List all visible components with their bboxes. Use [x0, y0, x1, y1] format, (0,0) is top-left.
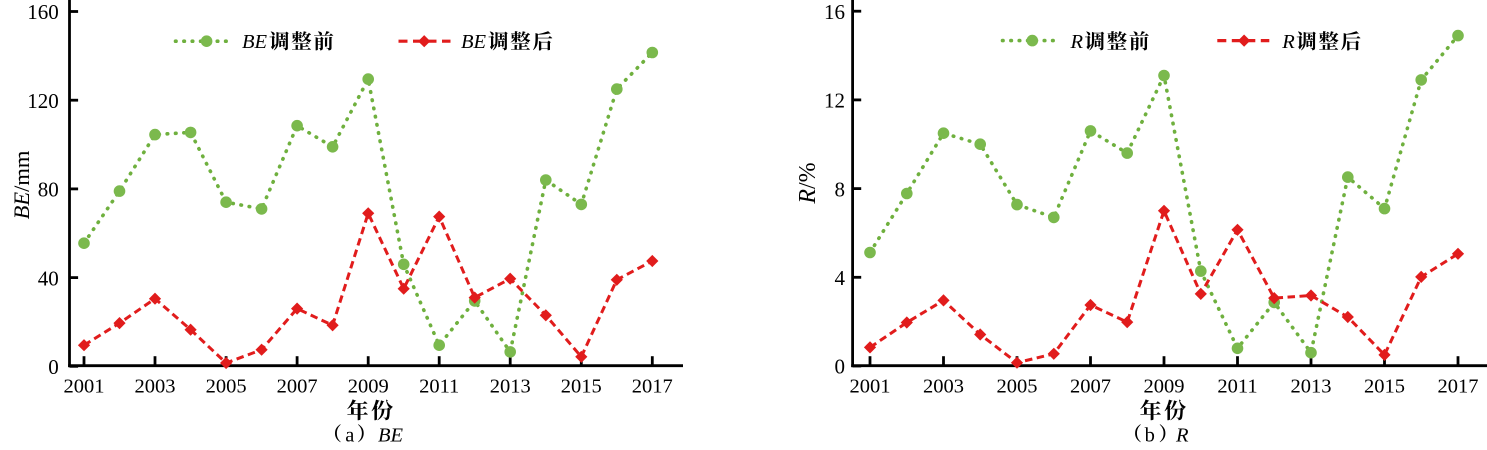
svg-text:4: 4 — [835, 266, 846, 290]
svg-text:2011: 2011 — [419, 375, 459, 397]
svg-text:R: R — [1070, 31, 1084, 53]
svg-text:a: a — [345, 425, 354, 446]
svg-text:40: 40 — [38, 266, 59, 290]
svg-text:0: 0 — [48, 355, 59, 379]
svg-text:2003: 2003 — [135, 375, 176, 397]
svg-text:R: R — [1175, 425, 1189, 446]
svg-text:2015: 2015 — [561, 375, 602, 397]
svg-text:2005: 2005 — [206, 375, 247, 397]
svg-text:0: 0 — [835, 355, 846, 379]
svg-text:160: 160 — [27, 0, 59, 24]
svg-text:BE: BE — [461, 31, 487, 53]
svg-text:2013: 2013 — [1291, 375, 1332, 397]
svg-text:2009: 2009 — [348, 375, 389, 397]
svg-text:BE: BE — [242, 31, 268, 53]
svg-text:8: 8 — [835, 177, 846, 201]
svg-text:120: 120 — [27, 89, 59, 113]
svg-text:2013: 2013 — [490, 375, 531, 397]
svg-text:b: b — [1145, 425, 1155, 446]
svg-text:2011: 2011 — [1217, 375, 1257, 397]
svg-text:BE: BE — [378, 425, 404, 446]
svg-text:2007: 2007 — [1070, 375, 1111, 397]
svg-text:80: 80 — [38, 178, 59, 202]
svg-text:2007: 2007 — [277, 375, 318, 397]
svg-text:12: 12 — [824, 89, 845, 113]
svg-text:2005: 2005 — [997, 375, 1038, 397]
svg-text:R/%: R/% — [795, 162, 821, 204]
svg-text:2001: 2001 — [64, 375, 105, 397]
svg-text:2017: 2017 — [632, 375, 673, 397]
svg-text:2009: 2009 — [1144, 375, 1185, 397]
svg-text:2001: 2001 — [850, 375, 891, 397]
svg-text:R: R — [1281, 31, 1295, 53]
svg-text:2003: 2003 — [923, 375, 964, 397]
svg-text:BE/mm: BE/mm — [9, 150, 34, 219]
svg-text:2015: 2015 — [1364, 375, 1405, 397]
svg-text:16: 16 — [824, 0, 845, 24]
svg-text:2017: 2017 — [1438, 375, 1479, 397]
